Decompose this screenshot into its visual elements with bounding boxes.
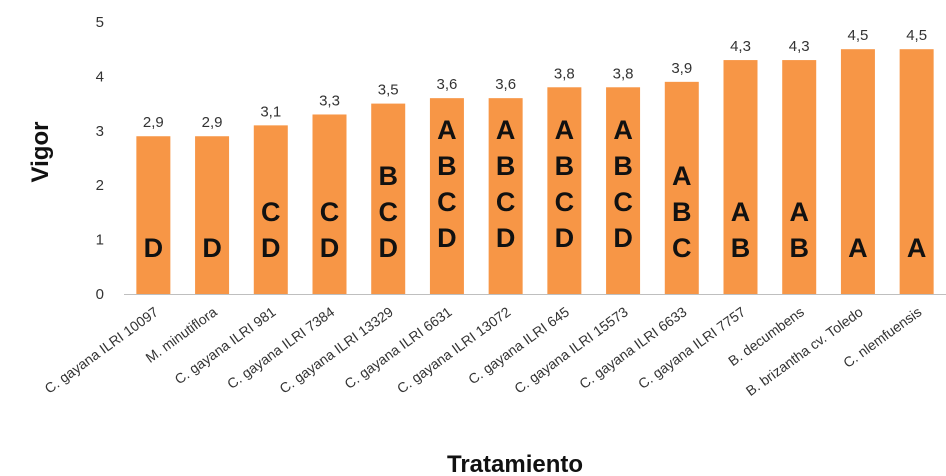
significance-letter: B	[672, 197, 692, 227]
x-category-label: C. gayana ILRI 10097	[42, 303, 162, 396]
bar	[664, 81, 699, 294]
significance-letter: A	[731, 197, 751, 227]
significance-letter: A	[672, 161, 692, 191]
x-category-label: C. gayana ILRI 6631	[341, 303, 454, 392]
significance-letter: B	[378, 161, 398, 191]
significance-letter: A	[555, 115, 575, 145]
y-tick-label: 5	[96, 14, 104, 31]
bar-value-label: 3,9	[671, 60, 692, 77]
bar-value-label: 4,5	[847, 27, 868, 44]
bar	[899, 49, 934, 295]
bar	[488, 98, 523, 294]
bar	[782, 60, 817, 294]
y-tick-label: 1	[96, 232, 104, 249]
bar	[723, 60, 758, 294]
x-category-label: C. gayana ILRI 13329	[276, 303, 396, 396]
significance-letter: A	[496, 115, 516, 145]
y-tick-label: 0	[96, 286, 104, 303]
bar-value-label: 3,3	[319, 92, 340, 109]
significance-letter: D	[437, 223, 457, 253]
x-category-label: C. gayana ILRI 645	[465, 303, 572, 387]
significance-letter: C	[378, 197, 398, 227]
significance-letter: D	[378, 233, 398, 263]
significance-letter: D	[613, 223, 633, 253]
bar	[429, 98, 464, 294]
significance-letter: C	[555, 187, 575, 217]
bar-value-label: 4,3	[730, 38, 751, 55]
significance-letter: D	[144, 233, 164, 263]
significance-letter: A	[613, 115, 633, 145]
x-category-label: C. gayana ILRI 7757	[635, 303, 748, 392]
bar	[547, 87, 582, 294]
y-tick-label: 3	[96, 123, 104, 140]
x-axis-title: Tratamiento	[447, 451, 583, 476]
significance-letter: B	[613, 151, 633, 181]
significance-letter: D	[261, 233, 281, 263]
significance-letter: B	[555, 151, 575, 181]
bar	[136, 136, 171, 294]
bar-value-label: 3,6	[436, 76, 457, 93]
bar-value-label: 3,5	[378, 82, 399, 99]
significance-letter: C	[672, 233, 692, 263]
bar-value-label: 4,5	[906, 27, 927, 44]
significance-letter: B	[789, 233, 809, 263]
bar-value-label: 3,8	[613, 65, 634, 82]
significance-letter: D	[555, 223, 575, 253]
significance-letter: B	[731, 233, 751, 263]
bar	[840, 49, 875, 295]
bar-value-label: 3,1	[260, 103, 281, 120]
significance-letter: C	[320, 197, 340, 227]
bar-value-label: 3,8	[554, 65, 575, 82]
bar	[606, 87, 641, 294]
bar-value-label: 3,6	[495, 76, 516, 93]
significance-letter: C	[613, 187, 633, 217]
bar	[371, 103, 406, 294]
significance-letter: A	[848, 233, 868, 263]
y-tick-label: 4	[96, 68, 104, 85]
significance-letter: C	[437, 187, 457, 217]
bars	[136, 49, 934, 295]
bar-value-label: 4,3	[789, 38, 810, 55]
x-category-label: C. gayana ILRI 6633	[576, 303, 689, 392]
x-category-label: C. gayana ILRI 13072	[394, 303, 514, 396]
x-category-label: C. gayana ILRI 981	[172, 303, 279, 387]
bar	[253, 125, 288, 294]
bar-value-label: 2,9	[143, 114, 164, 131]
significance-letter: B	[437, 151, 457, 181]
x-category-label: C. gayana ILRI 7384	[224, 303, 337, 392]
significance-letter: A	[907, 233, 927, 263]
significance-letter: C	[496, 187, 516, 217]
significance-letter: A	[437, 115, 457, 145]
significance-letter: C	[261, 197, 281, 227]
value-labels: 2,9 2,9 3,1 3,3 3,5 3,6 3,6 3,8 3,8 3,9 4,3 4,3 4,5 4…	[143, 27, 927, 131]
y-tick-label: 2	[96, 177, 104, 194]
bar-value-label: 2,9	[202, 114, 223, 131]
y-axis-ticks: 0 1 2 3 4 5	[96, 14, 104, 303]
significance-letter: A	[789, 197, 809, 227]
significance-letter: D	[320, 233, 340, 263]
bar	[195, 136, 230, 294]
y-axis-title: Vigor	[27, 122, 54, 183]
significance-letter: B	[496, 151, 516, 181]
significance-letter: D	[496, 223, 516, 253]
bar	[312, 114, 347, 294]
significance-letter: D	[202, 233, 222, 263]
x-category-label: C. gayana ILRI 15573	[511, 303, 631, 396]
